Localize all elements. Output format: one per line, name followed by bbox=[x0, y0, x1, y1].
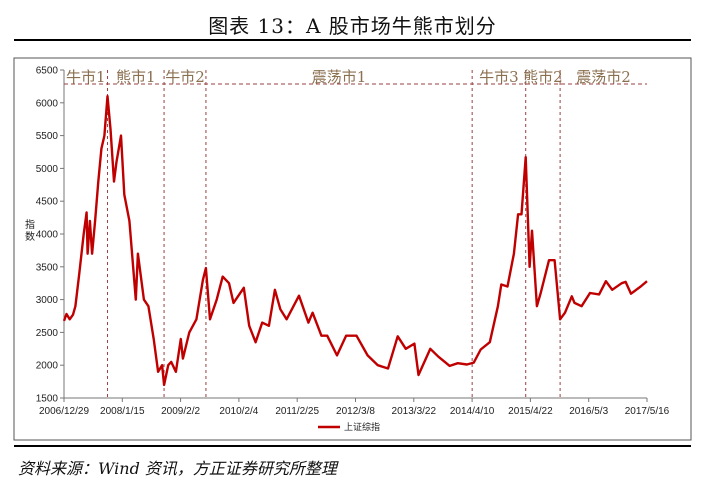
phase-dividers: 牛市1 熊市1 牛市2 震荡市1 牛市3 熊市2 震荡市2 bbox=[64, 68, 647, 398]
x-tick-label: 2006/12/29 bbox=[39, 406, 89, 417]
series-layer bbox=[62, 95, 648, 387]
y-tick-label: 5000 bbox=[36, 164, 59, 175]
y-tick-label: 4500 bbox=[36, 197, 59, 208]
y-tick-label: 6500 bbox=[36, 66, 59, 77]
x-tick-label: 2010/2/4 bbox=[219, 406, 258, 417]
y-axis-label: 指数 bbox=[25, 218, 35, 243]
phase-label: 牛市1 bbox=[66, 68, 106, 86]
x-tick-label: 2008/1/15 bbox=[100, 406, 145, 417]
x-tick-label: 2015/4/22 bbox=[508, 406, 553, 417]
y-tick-label: 2000 bbox=[36, 361, 59, 372]
x-axis: 2006/12/29 2008/1/15 2009/2/2 2010/2/4 2011/… bbox=[39, 397, 670, 417]
x-tick-label: 2013/3/22 bbox=[392, 406, 437, 417]
y-axis: 1500 2000 2500 3000 3500 4000 4500 5000 5500 6000… bbox=[36, 66, 65, 405]
x-tick-label: 2016/5/3 bbox=[569, 406, 608, 417]
chart-area-border bbox=[13, 57, 692, 441]
y-tick-label: 1500 bbox=[36, 394, 59, 405]
source-note: 资料来源：Wind 资讯，方正证券研究所整理 bbox=[18, 459, 337, 478]
chart-title: 图表 13：A 股市场牛熊市划分 bbox=[208, 14, 497, 38]
x-tick-label: 2009/2/2 bbox=[161, 406, 200, 417]
x-tick-label: 2014/4/10 bbox=[450, 406, 495, 417]
x-tick-label: 2011/2/25 bbox=[275, 406, 319, 417]
y-tick-label: 4000 bbox=[36, 230, 59, 241]
y-tick-label: 5500 bbox=[36, 131, 59, 142]
phase-label: 震荡市1 bbox=[312, 68, 367, 86]
y-axis-label-char: 指 bbox=[25, 218, 35, 231]
phase-label: 熊市2 bbox=[523, 68, 563, 86]
y-tick-label: 6000 bbox=[36, 98, 59, 109]
phase-label: 熊市1 bbox=[116, 68, 156, 86]
legend-label: 上证综指 bbox=[344, 421, 380, 433]
top-rule bbox=[14, 39, 691, 41]
phase-label: 震荡市2 bbox=[576, 68, 631, 86]
x-tick-label: 2012/3/8 bbox=[336, 406, 375, 417]
legend: 上证综指 bbox=[318, 421, 380, 433]
y-tick-label: 3500 bbox=[36, 262, 59, 273]
y-axis-label-char: 数 bbox=[25, 230, 35, 243]
x-tick-label: 2017/5/16 bbox=[625, 406, 670, 417]
y-tick-label: 3000 bbox=[36, 295, 59, 306]
series-line-上证综指 bbox=[62, 95, 648, 387]
phase-label: 牛市3 bbox=[479, 68, 519, 86]
y-tick-label: 2500 bbox=[36, 328, 59, 339]
bottom-rule bbox=[14, 445, 691, 447]
phase-label: 牛市2 bbox=[165, 68, 205, 86]
